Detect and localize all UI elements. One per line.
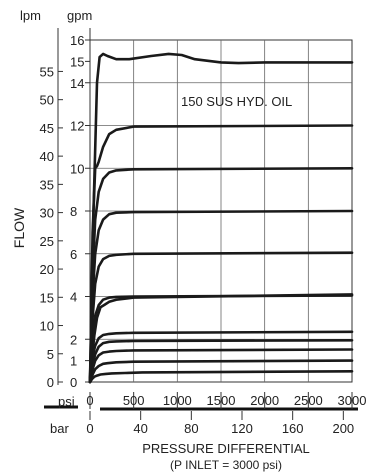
lpm-tick-label: 35 [40,177,54,192]
lpm-tick-label: 30 [40,206,54,221]
x-unit-bar: bar [50,421,69,436]
lpm-tick-label: 25 [40,234,54,249]
flow-curve [88,294,354,384]
flow-curve [88,339,354,384]
lpm-tick-label: 55 [40,64,54,79]
bar-tick-label: 0 [86,421,93,436]
gpm-tick-label: 4 [70,290,77,305]
lpm-tick-label: 0 [47,375,54,390]
psi-tick-label: 3000 [338,393,367,408]
psi-tick-label: 0 [86,393,93,408]
flow-curve [88,330,354,379]
lpm-tick-label: 45 [40,121,54,136]
gpm-tick-label: 1 [70,354,77,369]
psi-tick-label: 1000 [163,393,192,408]
x-axis-title: PRESSURE DIFFERENTIAL [142,441,310,456]
y-unit-lpm: lpm [20,8,41,23]
gpm-tick-label: 16 [70,33,84,48]
flow-curve [88,370,354,384]
bar-tick-label: 40 [133,421,147,436]
psi-tick-label: 2500 [294,393,323,408]
y-axis-title: FLOW [11,207,27,248]
gpm-tick-label: 6 [70,247,77,262]
flow-curve [88,52,354,384]
lpm-tick-label: 15 [40,290,54,305]
x-unit-psi: psi [58,394,75,409]
psi-tick-label: 1500 [207,393,236,408]
gpm-tick-label: 0 [70,375,77,390]
bar-tick-label: 200 [332,421,354,436]
gpm-tick-label: 8 [70,204,77,219]
lpm-tick-label: 50 [40,93,54,108]
y-unit-gpm: gpm [67,8,92,23]
bar-tick-label: 120 [231,421,253,436]
gpm-tick-label: 15 [70,54,84,69]
axes [44,28,358,420]
series-group [88,52,354,384]
gpm-tick-label: 14 [70,76,84,91]
bar-tick-label: 80 [184,421,198,436]
lpm-tick-label: 40 [40,149,54,164]
gpm-tick-label: 10 [70,161,84,176]
psi-tick-label: 500 [123,393,145,408]
gpm-tick-label: 2 [70,332,77,347]
bar-tick-label: 160 [282,421,304,436]
gpm-tick-label: 12 [70,119,84,134]
x-axis-subtitle: (P INLET = 3000 psi) [170,458,282,472]
lpm-tick-label: 10 [40,319,54,334]
lpm-tick-label: 5 [47,347,54,362]
lpm-tick-label: 20 [40,262,54,277]
psi-tick-label: 2000 [250,393,279,408]
flow-curve [88,359,354,384]
annotation-label: 150 SUS HYD. OIL [181,94,292,109]
